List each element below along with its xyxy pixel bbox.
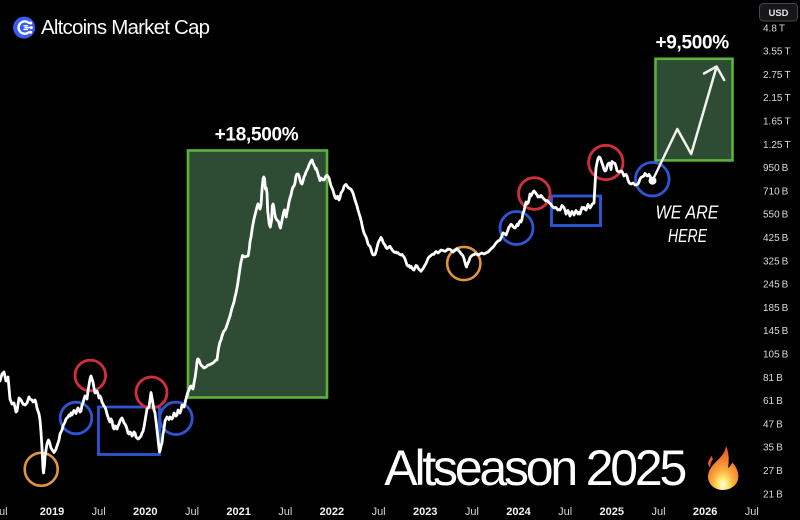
svg-text:145 B: 145 B	[763, 326, 789, 337]
svg-text:2023: 2023	[413, 506, 437, 518]
svg-text:Altcoins Market Cap: Altcoins Market Cap	[41, 16, 210, 39]
svg-text:Jul: Jul	[0, 506, 8, 518]
svg-text:2025: 2025	[600, 506, 624, 518]
svg-text:2.15 T: 2.15 T	[763, 93, 791, 104]
svg-text:105 B: 105 B	[763, 350, 789, 361]
svg-text:1.25 T: 1.25 T	[763, 140, 791, 151]
svg-text:HERE: HERE	[668, 226, 708, 246]
svg-text:710 B: 710 B	[763, 186, 789, 197]
svg-text:1.65 T: 1.65 T	[763, 117, 791, 128]
svg-text:WE ARE: WE ARE	[656, 203, 720, 223]
svg-text:2026: 2026	[693, 506, 717, 518]
svg-text:61 B: 61 B	[763, 396, 783, 407]
svg-text:+18,500%: +18,500%	[215, 124, 299, 145]
svg-text:Jul: Jul	[651, 506, 665, 518]
svg-text:Jul: Jul	[745, 506, 759, 518]
svg-text:27 B: 27 B	[763, 466, 783, 477]
svg-text:Jul: Jul	[465, 506, 479, 518]
svg-text:2.75 T: 2.75 T	[763, 70, 791, 81]
svg-text:Altseason 2025: Altseason 2025	[384, 440, 687, 496]
svg-text:47 B: 47 B	[763, 419, 783, 430]
svg-text:550 B: 550 B	[763, 210, 789, 221]
svg-text:2022: 2022	[320, 506, 344, 518]
svg-text:Jul: Jul	[278, 506, 292, 518]
svg-text:425 B: 425 B	[763, 233, 789, 244]
svg-text:950 B: 950 B	[763, 163, 789, 174]
svg-text:3.55 T: 3.55 T	[763, 47, 791, 58]
svg-text:2021: 2021	[226, 506, 250, 518]
svg-text:+9,500%: +9,500%	[655, 33, 729, 54]
svg-text:35 B: 35 B	[763, 443, 783, 454]
svg-text:Jul: Jul	[92, 506, 106, 518]
svg-text:81 B: 81 B	[763, 373, 783, 384]
svg-text:2024: 2024	[506, 506, 531, 518]
svg-text:325 B: 325 B	[763, 256, 789, 267]
svg-text:185 B: 185 B	[763, 303, 789, 314]
svg-text:21 B: 21 B	[763, 489, 783, 500]
svg-text:4.8 T: 4.8 T	[763, 23, 785, 34]
svg-text:Jul: Jul	[372, 506, 386, 518]
svg-text:2020: 2020	[133, 506, 157, 518]
svg-text:245 B: 245 B	[763, 280, 789, 291]
svg-text:Jul: Jul	[185, 506, 199, 518]
svg-text:2019: 2019	[40, 506, 64, 518]
svg-text:Jul: Jul	[558, 506, 572, 518]
svg-text:USD: USD	[768, 8, 788, 19]
